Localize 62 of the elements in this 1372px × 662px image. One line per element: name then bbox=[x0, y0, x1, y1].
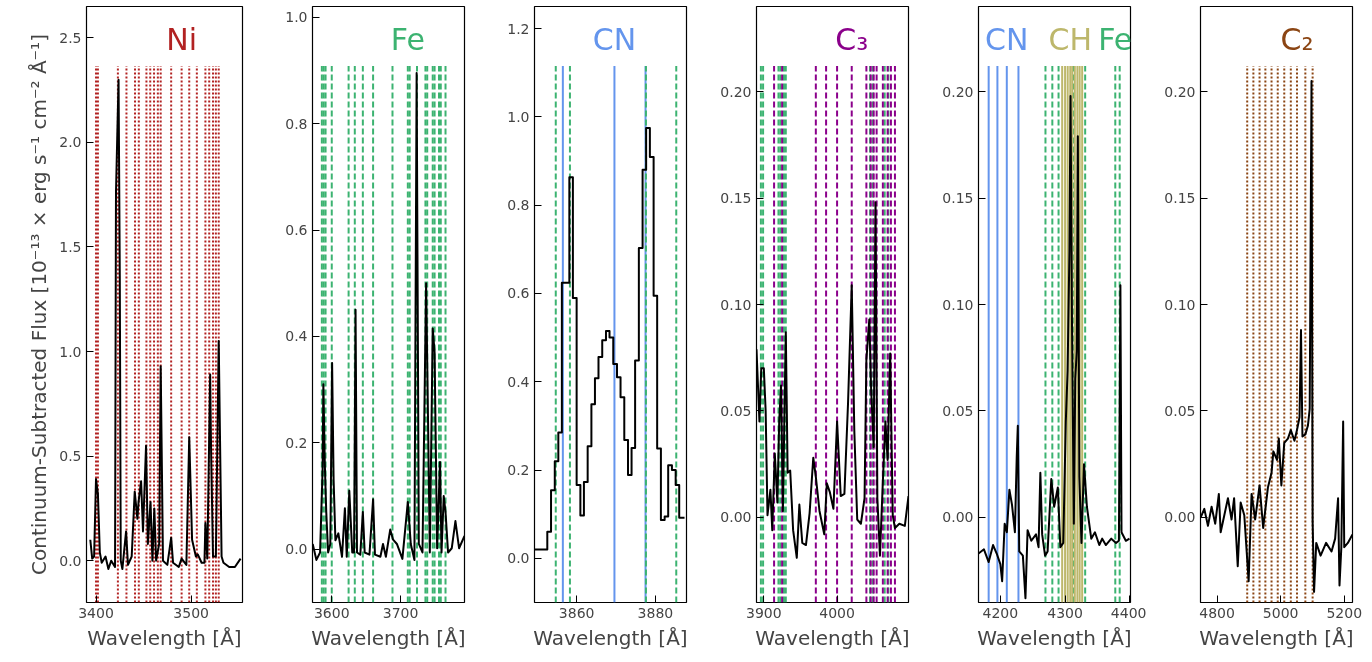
y-tick-label: 0.6 bbox=[285, 222, 308, 238]
y-tick-label: 0.6 bbox=[507, 285, 530, 302]
x-tick-label: 3860 bbox=[558, 604, 595, 621]
y-tick-label: 1.0 bbox=[59, 343, 82, 360]
x-tick-label: 5200 bbox=[1326, 604, 1363, 621]
y-tick-label: 0.00 bbox=[720, 509, 752, 526]
y-tick-label: 1.0 bbox=[507, 108, 530, 125]
y-tick-label: 0.05 bbox=[1164, 402, 1196, 419]
y-tick-label: 0.8 bbox=[285, 115, 308, 132]
ref-line-label: CH bbox=[1048, 21, 1093, 57]
x-axis-title: Wavelength [Å] bbox=[311, 625, 466, 650]
x-tick-label: 3900 bbox=[746, 604, 782, 621]
y-tick-label: 0.20 bbox=[942, 83, 974, 100]
y-tick-label: 0.15 bbox=[1164, 190, 1196, 207]
x-tick-label: 3400 bbox=[78, 604, 114, 621]
y-tick-label: 0.0 bbox=[285, 541, 308, 558]
x-tick-label: 5000 bbox=[1262, 604, 1299, 621]
y-tick-label: 0.4 bbox=[285, 328, 308, 345]
y-tick-label: 0.20 bbox=[720, 83, 752, 100]
x-axis-title: Wavelength [Å] bbox=[87, 625, 242, 650]
x-tick-label: 4400 bbox=[1110, 604, 1147, 621]
y-tick-label: 0.0 bbox=[507, 550, 530, 567]
y-tick-label: 0.10 bbox=[942, 296, 974, 313]
y-tick-label: 0.15 bbox=[942, 190, 974, 207]
ref-line-label: Fe bbox=[390, 21, 425, 57]
ref-line-label: CN bbox=[592, 21, 637, 57]
x-tick-label: 4200 bbox=[982, 604, 1019, 621]
y-tick-label: 0.15 bbox=[720, 190, 752, 207]
x-tick-label: 3500 bbox=[173, 604, 209, 621]
x-axis-title: Wavelength [Å] bbox=[977, 625, 1132, 650]
x-tick-label: 4800 bbox=[1199, 604, 1235, 621]
y-tick-label: 0.10 bbox=[1164, 296, 1196, 313]
y-tick-label: 0.00 bbox=[942, 509, 974, 526]
y-tick-label: 1.2 bbox=[507, 20, 530, 37]
x-axis-title: Wavelength [Å] bbox=[1199, 625, 1354, 650]
x-tick-label: 3600 bbox=[313, 604, 350, 621]
y-tick-label: 0.05 bbox=[720, 402, 752, 419]
x-tick-label: 3880 bbox=[637, 604, 674, 621]
y-tick-label: 0.0 bbox=[59, 552, 82, 569]
y-tick-label: 0.5 bbox=[59, 448, 82, 465]
y-tick-label: 0.8 bbox=[507, 197, 530, 214]
y-tick-label: 0.10 bbox=[720, 296, 752, 313]
x-tick-label: 3700 bbox=[382, 604, 419, 621]
x-tick-label: 4000 bbox=[819, 604, 855, 621]
ref-line-label: CN bbox=[985, 21, 1029, 57]
y-axis-title: Continuum-Subtracted Flux [10⁻¹³ × erg s⁻¹ cm⁻² Å⁻¹] bbox=[27, 34, 52, 575]
y-tick-label: 1.0 bbox=[285, 9, 308, 26]
y-tick-label: 2.5 bbox=[59, 29, 82, 46]
y-tick-label: 2.0 bbox=[59, 134, 82, 151]
x-axis-title: Wavelength [Å] bbox=[533, 625, 688, 650]
y-tick-label: 0.2 bbox=[285, 434, 308, 451]
y-tick-label: 0.05 bbox=[942, 402, 974, 419]
y-tick-label: 0.4 bbox=[507, 373, 530, 390]
y-tick-label: 0.20 bbox=[1164, 83, 1196, 100]
x-tick-label: 4300 bbox=[1047, 604, 1083, 621]
x-axis-title: Wavelength [Å] bbox=[755, 625, 910, 650]
ref-line-label: Ni bbox=[166, 21, 198, 57]
y-tick-label: 0.00 bbox=[1164, 509, 1196, 526]
y-tick-label: 1.5 bbox=[59, 238, 82, 255]
ref-line-label: C₃ bbox=[835, 21, 869, 57]
ref-line-label: C₂ bbox=[1280, 21, 1314, 57]
y-tick-label: 0.2 bbox=[507, 462, 530, 479]
